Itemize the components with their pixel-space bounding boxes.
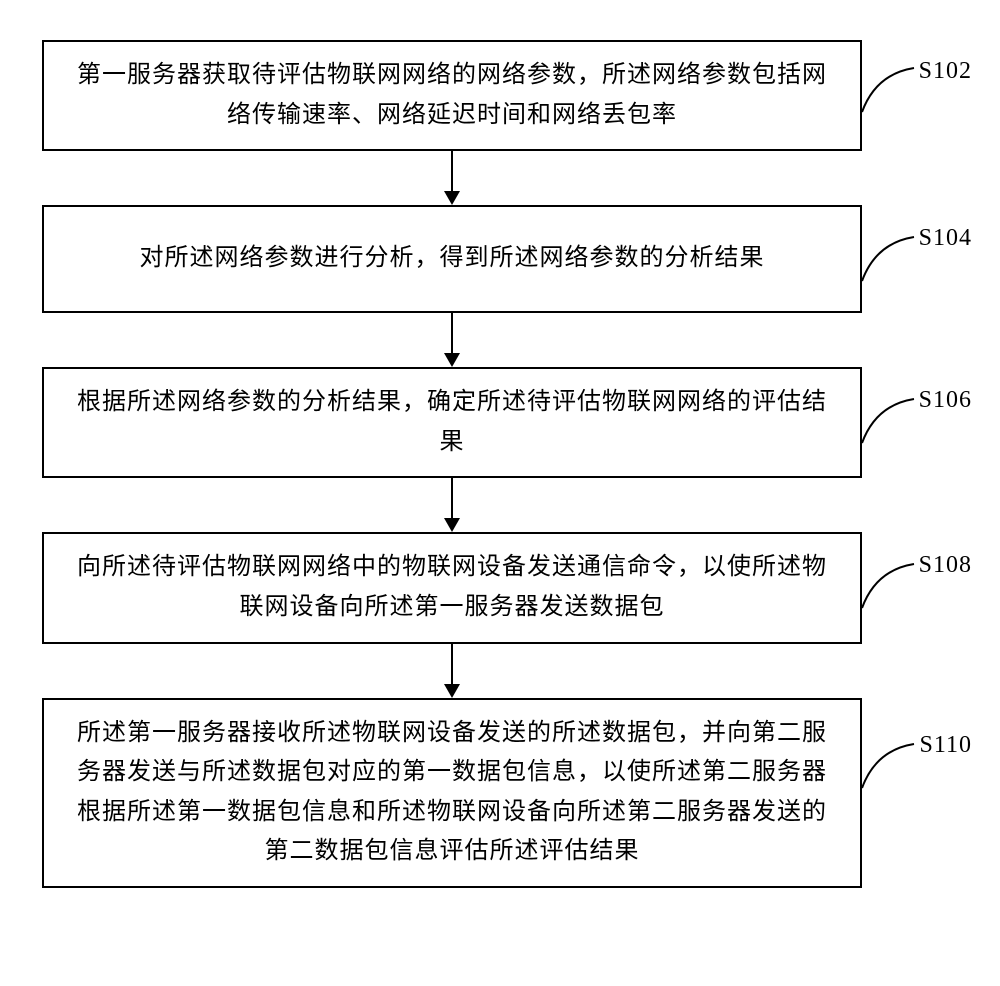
step-label: S104 [919, 225, 972, 252]
connector-curve [858, 62, 918, 122]
step-s106: 根据所述网络参数的分析结果，确定所述待评估物联网网络的评估结果 S106 [0, 367, 1000, 478]
arrow-line [451, 313, 453, 355]
step-text: 第一服务器获取待评估物联网网络的网络参数，所述网络参数包括网络传输速率、网络延迟… [68, 56, 836, 135]
arrow-connector [42, 644, 862, 698]
step-label: S106 [919, 387, 972, 414]
step-box: 所述第一服务器接收所述物联网设备发送的所述数据包，并向第二服务器发送与所述数据包… [42, 698, 862, 888]
arrow-head-icon [444, 353, 460, 367]
step-box: 对所述网络参数进行分析，得到所述网络参数的分析结果 [42, 205, 862, 313]
connector-curve [858, 738, 918, 798]
arrow-head-icon [444, 191, 460, 205]
step-box: 根据所述网络参数的分析结果，确定所述待评估物联网网络的评估结果 [42, 367, 862, 478]
arrow-head-icon [444, 518, 460, 532]
arrow-line [451, 151, 453, 193]
arrow-connector [42, 478, 862, 532]
step-s108: 向所述待评估物联网网络中的物联网设备发送通信命令，以使所述物联网设备向所述第一服… [0, 532, 1000, 643]
step-box: 向所述待评估物联网网络中的物联网设备发送通信命令，以使所述物联网设备向所述第一服… [42, 532, 862, 643]
arrow-head-icon [444, 684, 460, 698]
flowchart-container: 第一服务器获取待评估物联网网络的网络参数，所述网络参数包括网络传输速率、网络延迟… [0, 40, 1000, 888]
connector-curve [858, 231, 918, 291]
arrow-line [451, 478, 453, 520]
step-text: 所述第一服务器接收所述物联网设备发送的所述数据包，并向第二服务器发送与所述数据包… [68, 714, 836, 872]
step-s104: 对所述网络参数进行分析，得到所述网络参数的分析结果 S104 [0, 205, 1000, 313]
arrow-connector [42, 313, 862, 367]
arrow-line [451, 644, 453, 686]
step-text: 向所述待评估物联网网络中的物联网设备发送通信命令，以使所述物联网设备向所述第一服… [68, 548, 836, 627]
step-label: S108 [919, 552, 972, 579]
connector-curve [858, 393, 918, 453]
step-s102: 第一服务器获取待评估物联网网络的网络参数，所述网络参数包括网络传输速率、网络延迟… [0, 40, 1000, 151]
step-label: S110 [920, 732, 972, 759]
connector-curve [858, 558, 918, 618]
step-box: 第一服务器获取待评估物联网网络的网络参数，所述网络参数包括网络传输速率、网络延迟… [42, 40, 862, 151]
arrow-connector [42, 151, 862, 205]
step-text: 根据所述网络参数的分析结果，确定所述待评估物联网网络的评估结果 [68, 383, 836, 462]
step-text: 对所述网络参数进行分析，得到所述网络参数的分析结果 [140, 239, 765, 279]
step-label: S102 [919, 58, 972, 85]
step-s110: 所述第一服务器接收所述物联网设备发送的所述数据包，并向第二服务器发送与所述数据包… [0, 698, 1000, 888]
